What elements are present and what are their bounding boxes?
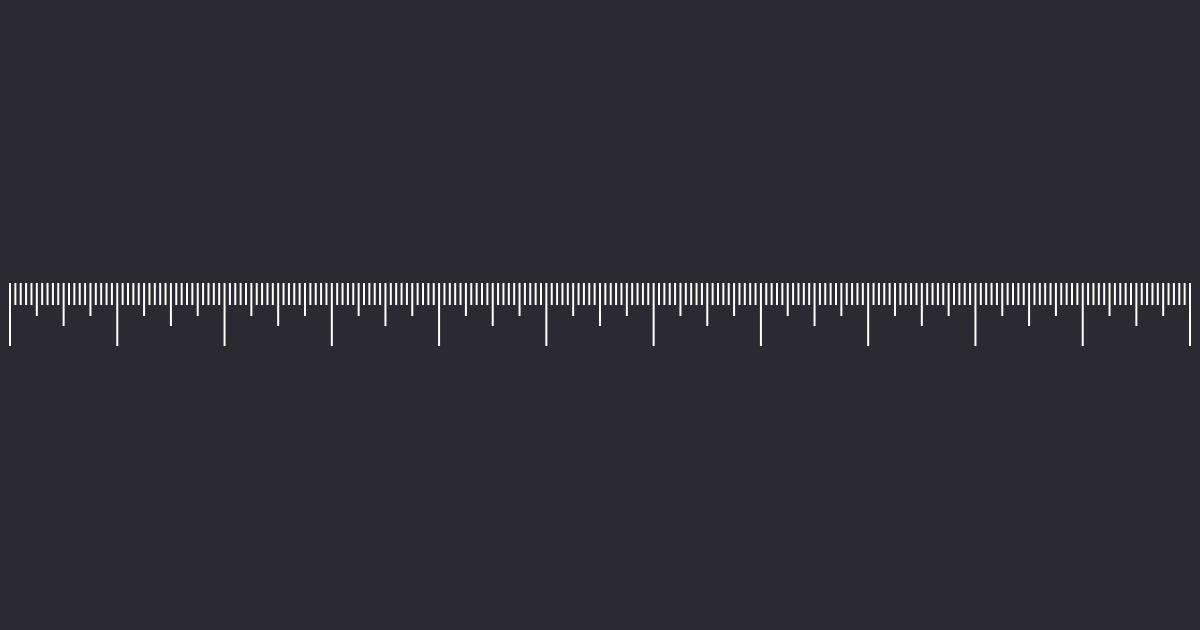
ruler-scale xyxy=(9,283,1191,346)
ruler-canvas xyxy=(9,283,1191,346)
